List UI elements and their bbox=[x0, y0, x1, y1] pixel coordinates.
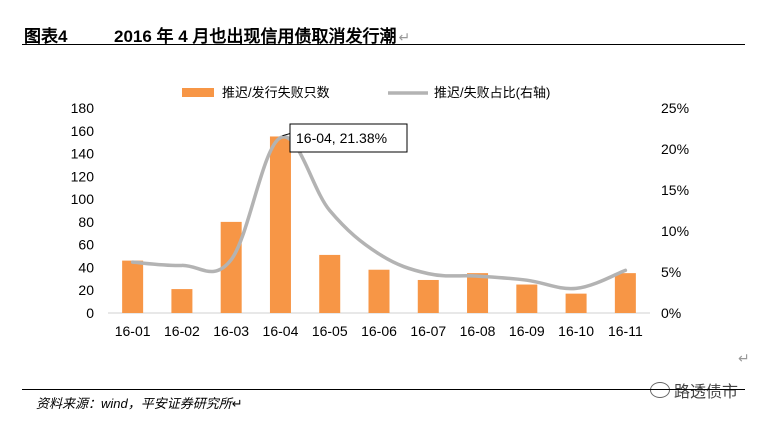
callout: 16-04, 21.38% bbox=[282, 123, 408, 153]
y-left-tick-label: 80 bbox=[78, 214, 94, 230]
y-right-tick-label: 20% bbox=[661, 141, 689, 157]
y-left-tick-label: 40 bbox=[78, 259, 94, 275]
wechat-icon bbox=[650, 382, 670, 398]
legend-line-label: 推迟/失败占比(右轴) bbox=[434, 85, 550, 100]
watermark-text: 路透债市 bbox=[674, 384, 739, 401]
figure-title: 2016 年 4 月也出现信用债取消发行潮 ↵ bbox=[114, 22, 410, 47]
figure-number: 图表4 bbox=[24, 27, 68, 46]
footer-rule bbox=[22, 389, 745, 390]
watermark: 路透债市 bbox=[650, 378, 738, 402]
bar bbox=[220, 221, 242, 313]
figure-title-text: 2016 年 4 月也出现信用债取消发行潮 bbox=[114, 27, 397, 46]
x-tick-label: 16-05 bbox=[312, 323, 348, 339]
line-series bbox=[130, 135, 628, 291]
chart-header: 图表4 2016 年 4 月也出现信用债取消发行潮 ↵ bbox=[22, 18, 745, 47]
y-left-tick-label: 100 bbox=[71, 191, 95, 207]
callout-box bbox=[289, 123, 408, 153]
y-right-tick-label: 0% bbox=[661, 305, 681, 321]
side-return-mark: ↵ bbox=[738, 350, 750, 366]
x-tick-label: 16-03 bbox=[213, 323, 249, 339]
y-left-tick-label: 0 bbox=[86, 305, 94, 321]
x-tick-label: 16-01 bbox=[115, 323, 151, 339]
y-right-tick-label: 15% bbox=[661, 182, 689, 198]
x-tick-label: 16-04 bbox=[263, 323, 299, 339]
x-tick-label: 16-10 bbox=[558, 323, 594, 339]
source-note: 资料来源：wind，平安证券研究所↵ bbox=[36, 396, 243, 411]
x-tick-label: 16-11 bbox=[608, 323, 643, 339]
y-left-tick-label: 160 bbox=[71, 123, 95, 139]
y-right-tick-label: 5% bbox=[661, 264, 681, 280]
legend: 推迟/发行失败只数 推迟/失败占比(右轴) bbox=[182, 85, 550, 100]
x-tick-label: 16-07 bbox=[410, 323, 446, 339]
y-left-tick-label: 60 bbox=[78, 237, 94, 253]
bar-series bbox=[122, 136, 636, 313]
y-left-tick-label: 20 bbox=[78, 282, 94, 298]
x-tick-label: 16-09 bbox=[509, 323, 545, 339]
bar bbox=[614, 273, 636, 313]
bar bbox=[122, 260, 144, 313]
header-rule bbox=[22, 44, 745, 45]
bar bbox=[368, 269, 390, 313]
bar bbox=[467, 273, 489, 313]
y-right-tick-label: 25% bbox=[661, 100, 689, 116]
y-right-tick-label: 10% bbox=[661, 223, 689, 239]
x-tick-label: 16-08 bbox=[460, 323, 496, 339]
bar bbox=[516, 284, 538, 313]
y-left-tick-label: 180 bbox=[71, 100, 95, 116]
series-line bbox=[130, 135, 628, 291]
bar bbox=[269, 136, 291, 313]
y-left-tick-label: 140 bbox=[71, 146, 95, 162]
bar bbox=[171, 289, 193, 313]
bar bbox=[319, 254, 341, 313]
axes: 0 20 40 60 80 100 120 140 160 180 0% 5% 10% 15% 20% 25%… bbox=[71, 100, 689, 339]
x-tick-label: 16-02 bbox=[164, 323, 200, 339]
legend-bar-swatch bbox=[182, 88, 214, 97]
callout-label: 16-04, 21.38% bbox=[296, 130, 387, 146]
return-mark: ↵ bbox=[398, 29, 411, 45]
x-tick-label: 16-06 bbox=[361, 323, 397, 339]
legend-bar-label: 推迟/发行失败只数 bbox=[222, 85, 330, 100]
bar bbox=[565, 293, 587, 313]
y-left-tick-label: 120 bbox=[71, 168, 95, 184]
bar bbox=[417, 279, 439, 313]
